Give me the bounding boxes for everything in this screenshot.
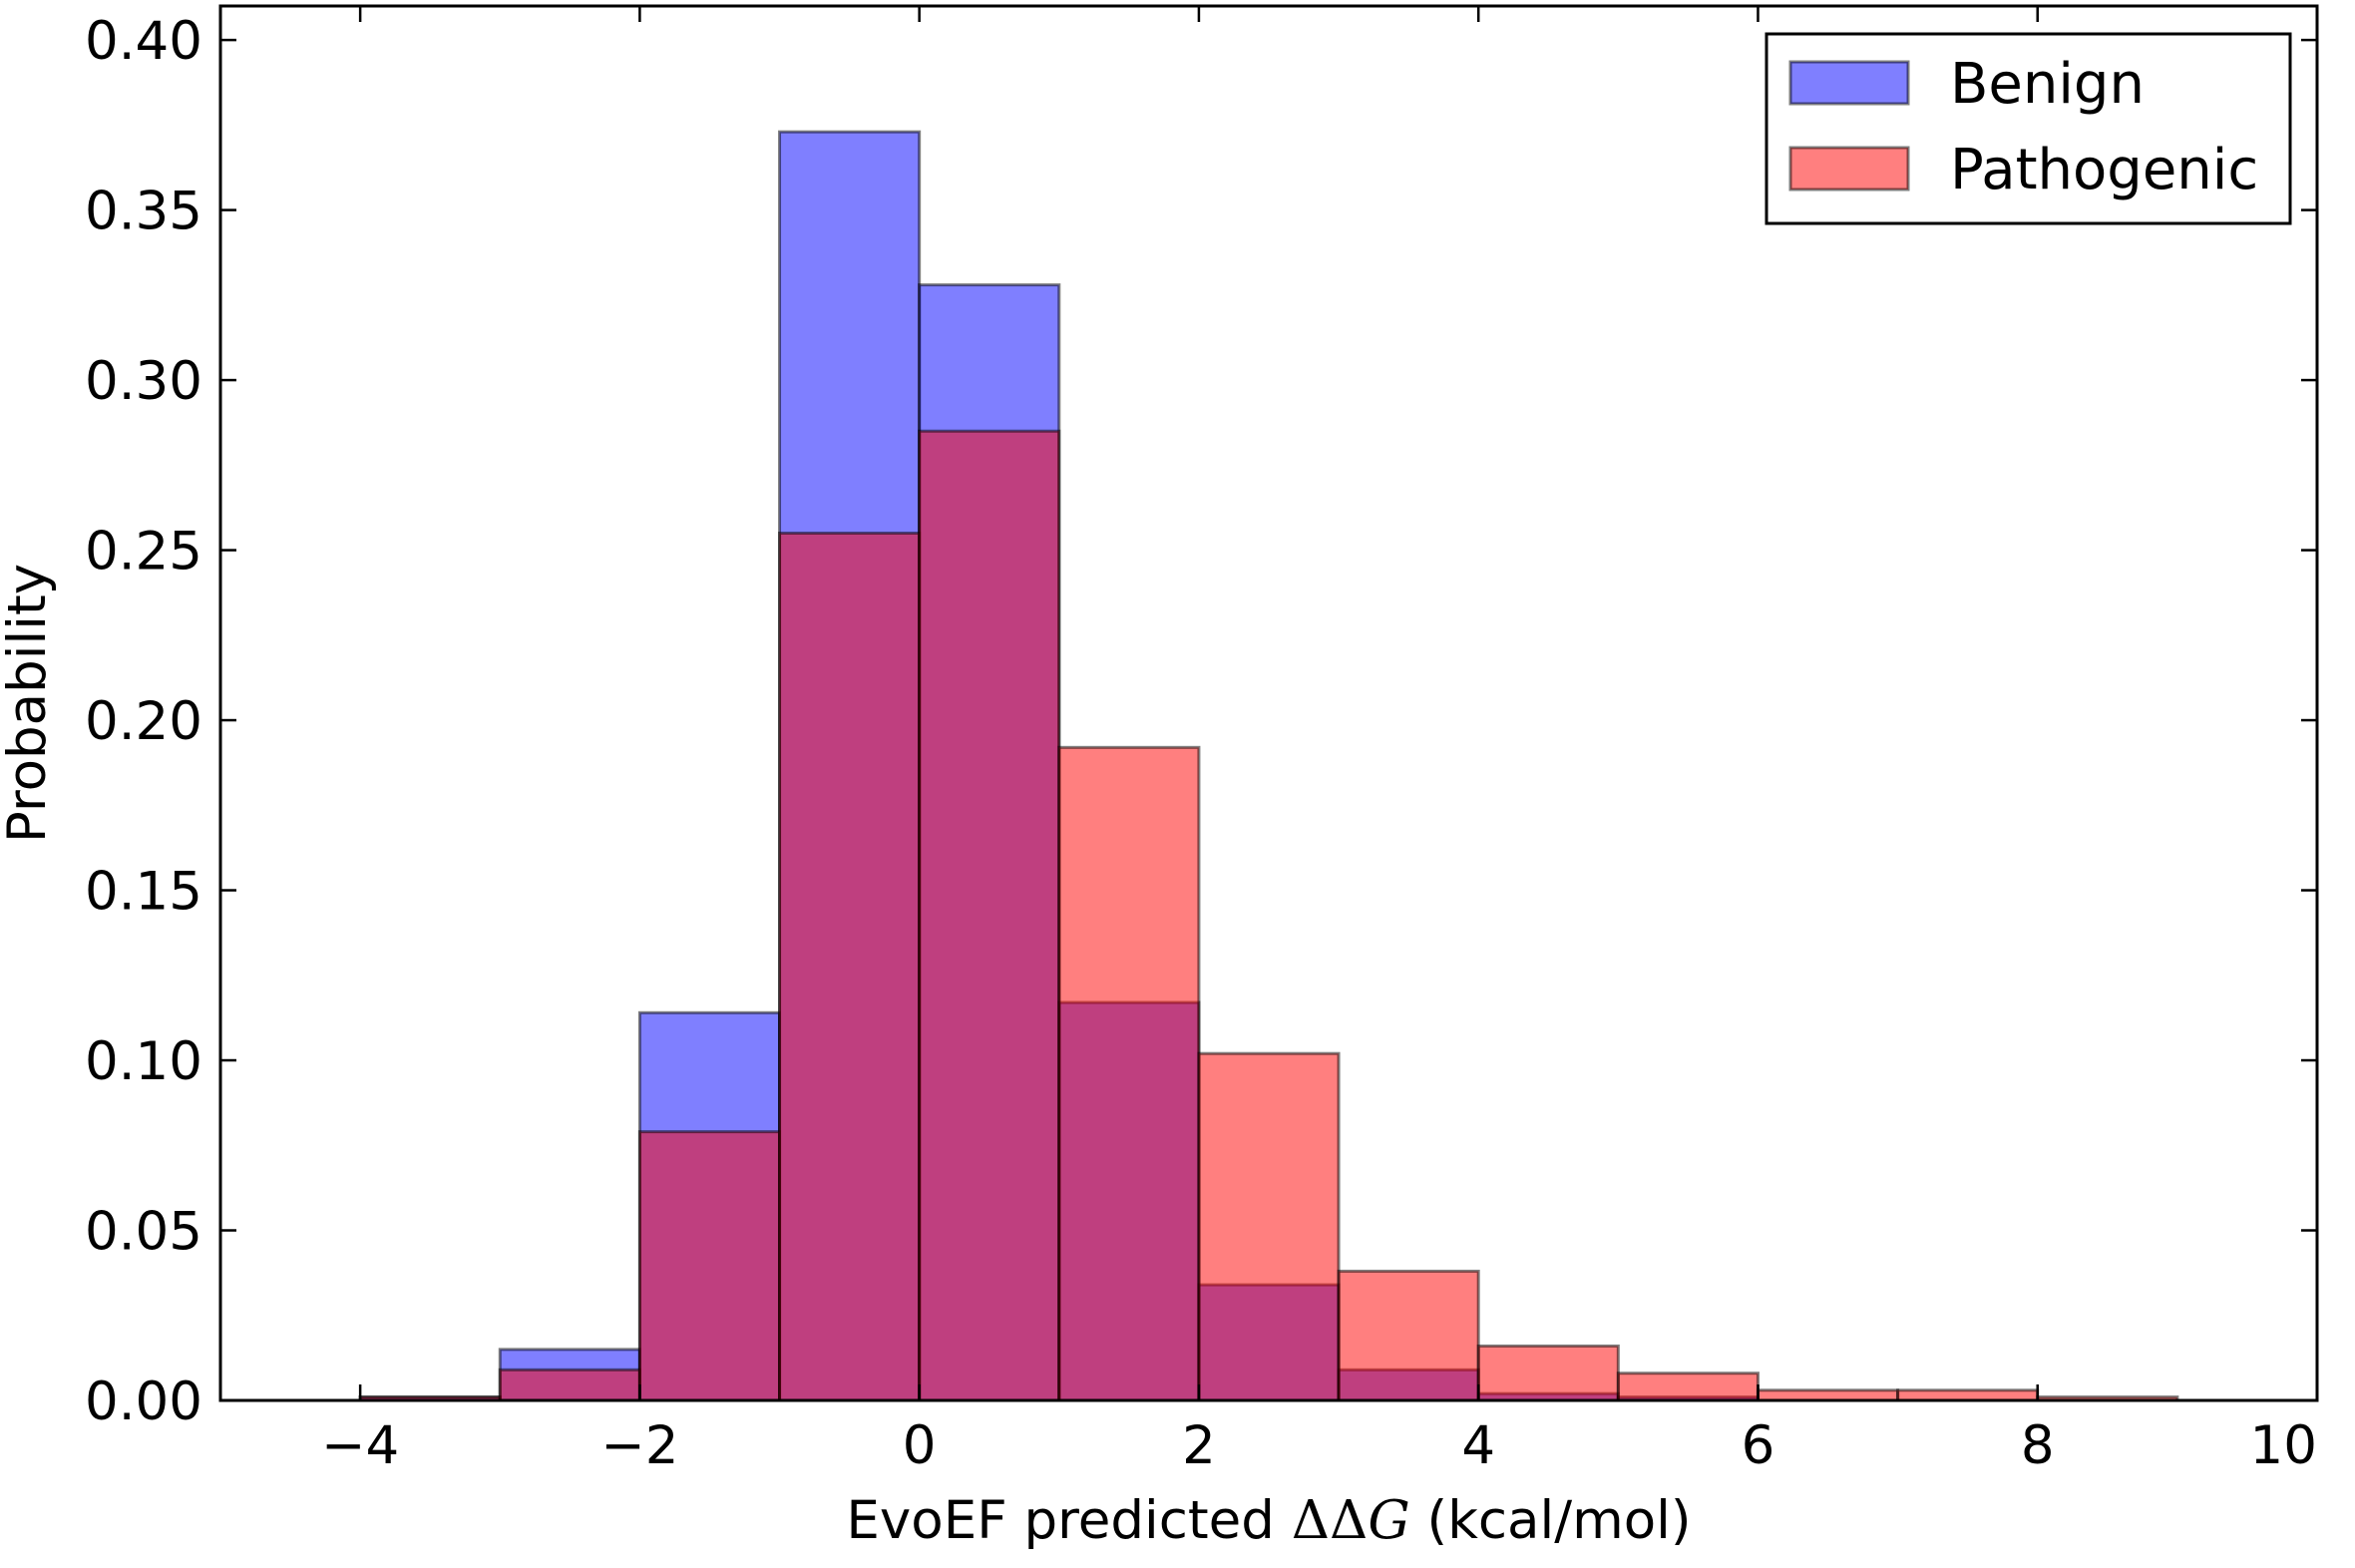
bar-pathogenic-7 [1337, 1269, 1480, 1402]
y-axis-label: Probability [0, 564, 58, 843]
x-axis-label-var: G [1368, 1490, 1409, 1551]
x-axis-label-delta: ΔΔ [1292, 1490, 1369, 1551]
y-tick-labels: 0.00 0.05 0.10 0.15 0.20 0.25 0.30 0.35 0.40 [85, 11, 202, 1432]
y-tick-label-7: 0.35 [85, 182, 202, 242]
legend-label-benign: Benign [1950, 52, 2145, 117]
x-tick-label-5: 6 [1742, 1415, 1775, 1476]
bar-pathogenic-6 [1197, 1051, 1341, 1402]
y-tick-label-5: 0.25 [85, 522, 202, 583]
x-tick-label-6: 8 [2021, 1415, 2055, 1476]
legend-swatch-benign [1788, 60, 1910, 106]
x-tick-label-1: −2 [600, 1415, 678, 1476]
y-tick-label-0: 0.00 [85, 1372, 202, 1432]
y-tick-label-2: 0.10 [85, 1031, 202, 1092]
x-tick-labels: −4 −2 0 2 4 6 8 10 [321, 1415, 2317, 1476]
y-tick-label-6: 0.30 [85, 351, 202, 412]
bar-pathogenic-4 [918, 429, 1061, 1402]
x-tick-label-4: 4 [1461, 1415, 1495, 1476]
bar-pathogenic-5 [1057, 745, 1201, 1402]
y-tick-label-1: 0.05 [85, 1202, 202, 1263]
bar-pathogenic-2 [637, 1130, 782, 1402]
legend-swatch-pathogenic [1788, 146, 1910, 192]
x-tick-label-7: 10 [2250, 1415, 2317, 1476]
x-axis-label-suffix: (kcal/mol) [1410, 1490, 1692, 1551]
x-tick-label-2: 0 [903, 1415, 937, 1476]
legend-label-pathogenic: Pathogenic [1950, 138, 2258, 202]
x-axis-label-prefix: EvoEF predicted [846, 1490, 1291, 1551]
bar-pathogenic-9 [1616, 1372, 1760, 1402]
bar-pathogenic-3 [778, 532, 922, 1402]
y-tick-label-3: 0.15 [85, 862, 202, 923]
bar-pathogenic-1 [498, 1368, 641, 1402]
y-tick-label-4: 0.20 [85, 691, 202, 752]
bar-pathogenic-10 [1756, 1388, 1900, 1402]
x-tick-label-0: −4 [321, 1415, 399, 1476]
bar-pathogenic-8 [1476, 1344, 1620, 1402]
plot-frame [218, 4, 2319, 1402]
x-tick-label-3: 2 [1182, 1415, 1216, 1476]
bars-layer [358, 130, 2179, 1402]
y-tick-label-8: 0.40 [85, 11, 202, 72]
ticks-layer [220, 6, 2319, 1402]
legend: Benign Pathogenic [1765, 32, 2292, 225]
bar-pathogenic-11 [1896, 1388, 2040, 1402]
x-axis-label: EvoEF predicted ΔΔG (kcal/mol) [846, 1490, 1691, 1551]
